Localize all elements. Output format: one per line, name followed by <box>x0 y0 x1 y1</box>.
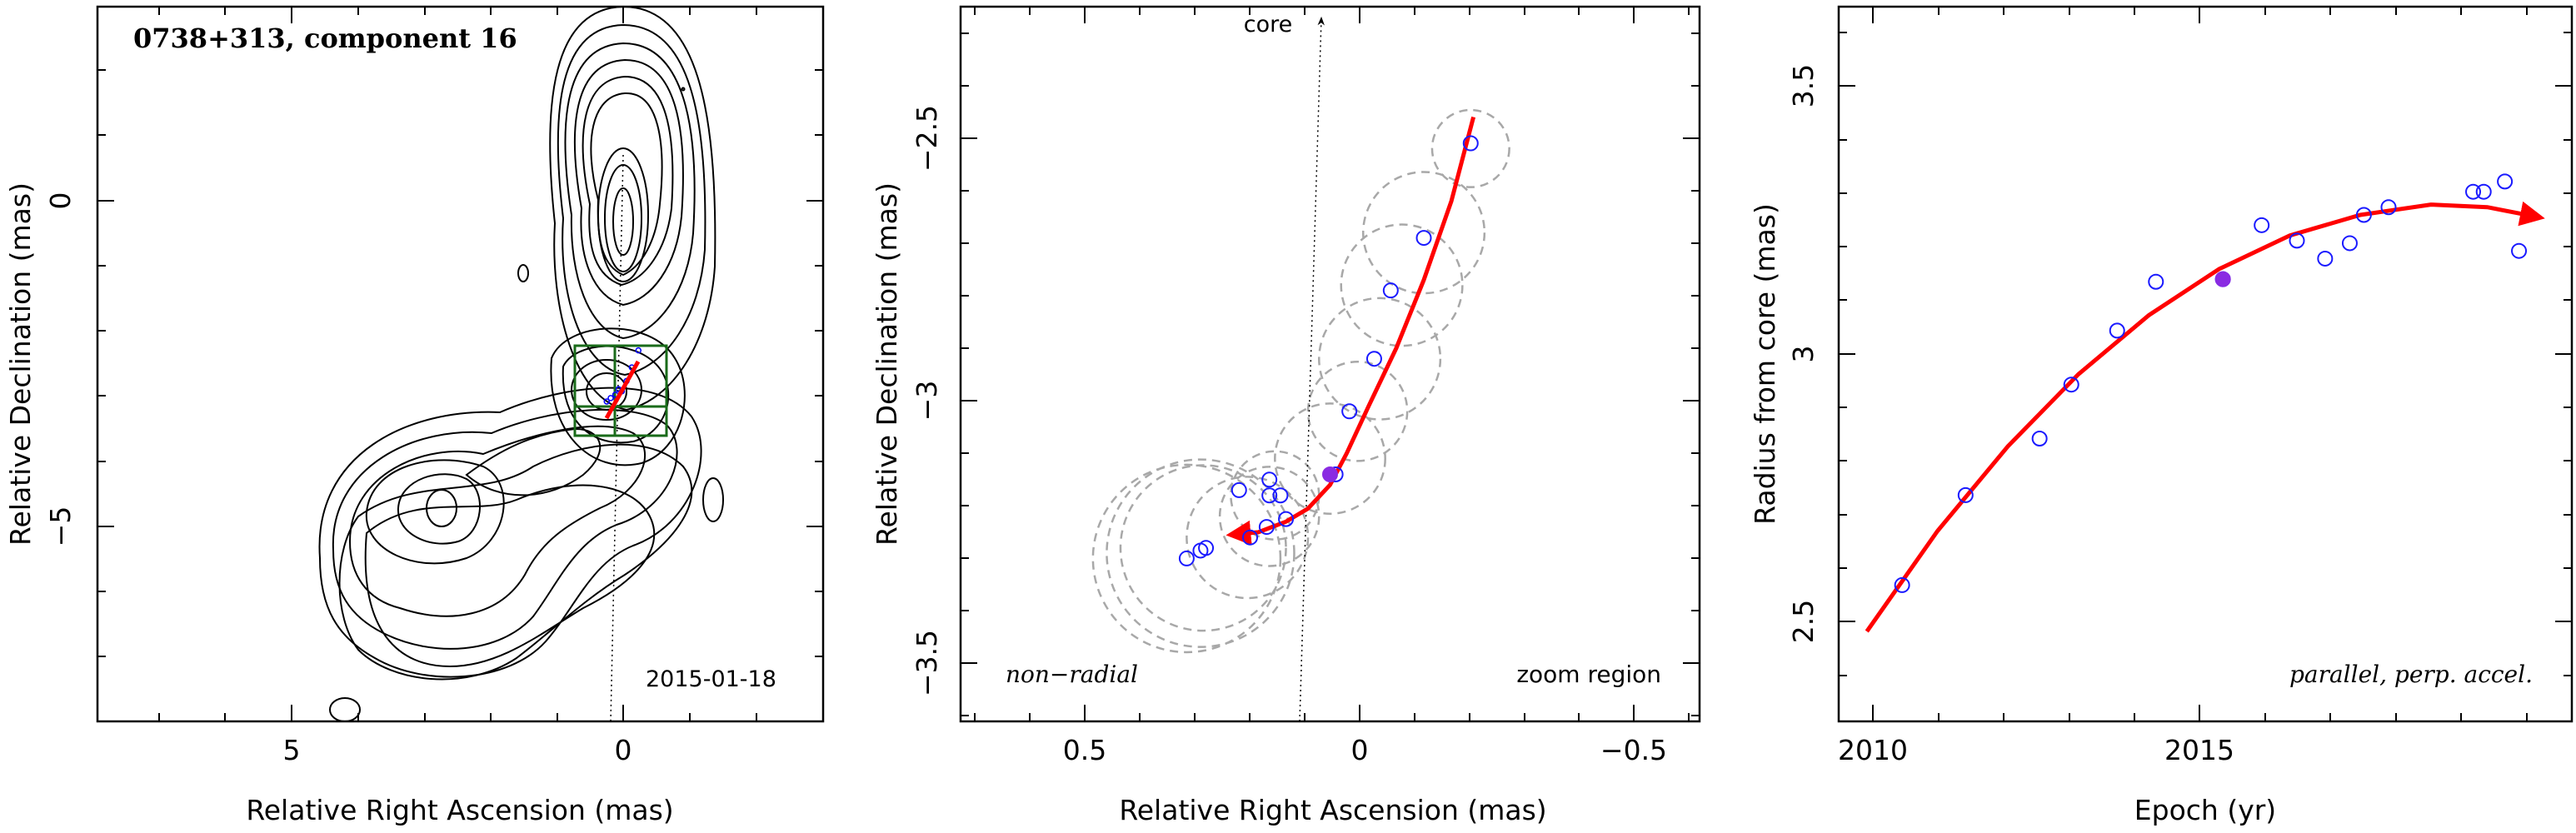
panel1-track-point <box>603 398 611 405</box>
panel2-data-point <box>1261 487 1278 504</box>
panel3-ylabel: Radius from core (mas) <box>1749 203 1781 525</box>
panel3-data-point <box>2289 232 2305 249</box>
panel1-track-points <box>603 347 642 405</box>
panel3-data-point <box>2148 273 2164 290</box>
panel3-ticks <box>1839 7 2572 721</box>
panel3-data-point <box>2511 242 2528 259</box>
panel2-ytick: −3 <box>911 381 943 421</box>
panel2-data-point <box>1462 135 1479 152</box>
panel2-data-point <box>1382 282 1399 299</box>
panel1-ylabel: Relative Declination (mas) <box>4 182 37 546</box>
panel2-ticks <box>961 7 1700 721</box>
panel2-note-left: non−radial <box>1006 661 1138 688</box>
panel2-data-point <box>1242 529 1259 546</box>
panel1-ytick: −5 <box>44 506 77 547</box>
panel1-track-point <box>635 347 642 354</box>
panel1-track-arrow <box>604 360 641 420</box>
panel2-data-point <box>1341 403 1358 420</box>
panel3-data-point <box>2109 322 2125 339</box>
panel1-xlabel: Relative Right Ascension (mas) <box>246 794 673 826</box>
panel2-core-line <box>1299 16 1325 722</box>
panel3-data-point <box>2497 173 2514 190</box>
panel3-data-point <box>2254 217 2270 233</box>
panel2-ytick: −3.5 <box>911 630 943 696</box>
panel2-uncertainty-circle <box>1340 223 1464 347</box>
panel2-uncertainty-circle <box>1361 171 1486 295</box>
panel2-data-point <box>1198 540 1215 556</box>
panel2-data-point <box>1178 550 1195 566</box>
panel2-uncertainty-circles <box>1091 108 1510 654</box>
panel2-xlabel: Relative Right Ascension (mas) <box>1119 794 1546 826</box>
panel3-data-point <box>2063 377 2079 393</box>
panel3-xlabel: Epoch (yr) <box>2134 794 2276 826</box>
panel2-data-point <box>1415 230 1432 247</box>
panel1-zoom-boxes <box>573 344 668 437</box>
radius-epoch-panel: 2010 2015 2.5 3 3.5 parallel, perp. acce… <box>1749 5 2574 826</box>
panel2-xtick: 0.5 <box>1063 734 1106 766</box>
panel3-ytick: 3.5 <box>1787 64 1820 107</box>
panel2-data-point <box>1231 481 1247 498</box>
panel1-xtick: 0 <box>615 734 632 766</box>
panel3-data-point <box>2341 235 2358 252</box>
panel2-data-point <box>1365 351 1382 367</box>
panel2-uncertainty-circle <box>1218 466 1320 567</box>
panel2-highlight-point <box>1322 466 1338 482</box>
panel3-data-point <box>2317 250 2334 267</box>
panel2-xtick: −0.5 <box>1600 734 1667 766</box>
panel1-core-line <box>610 154 624 722</box>
panel3-ytick: 2.5 <box>1787 600 1820 643</box>
panel3-data-point <box>2355 207 2372 223</box>
panel3-frame <box>1837 5 2574 723</box>
panel2-uncertainty-circle <box>1318 297 1442 421</box>
panel1-date-label: 2015-01-18 <box>646 666 776 692</box>
panel2-uncertainty-circle <box>1091 463 1282 654</box>
panel1-contours <box>318 7 724 721</box>
panel3-ytick: 3 <box>1787 346 1820 363</box>
panel1-title: 0738+313, component 16 <box>133 22 517 54</box>
panel2-note-right: zoom region <box>1516 661 1661 688</box>
panel3-highlight-point <box>2214 271 2231 287</box>
panel3-data-point <box>1894 576 1910 593</box>
panel2-uncertainty-circle <box>1119 464 1287 632</box>
panel1-ticks <box>97 7 823 721</box>
panel2-fit-curve <box>1226 116 1476 546</box>
panel2-data-point <box>1261 471 1278 488</box>
panel3-data-point <box>1957 486 1974 503</box>
panel2-frame <box>959 5 1701 723</box>
panel1-track-point <box>607 395 614 402</box>
panel2-ytick: −2.5 <box>911 105 943 172</box>
panel3-xtick: 2015 <box>2164 734 2234 766</box>
panel1-xtick: 5 <box>283 734 301 766</box>
panel2-data-point <box>1258 519 1275 536</box>
panel2-uncertainty-circle <box>1106 458 1295 648</box>
zoom-panel: core 0.5 0 −0.5 −2. <box>871 5 1701 826</box>
panel3-points <box>1894 173 2528 593</box>
panel3-xtick: 2010 <box>1838 734 1908 766</box>
panel2-core-label: core <box>1244 12 1292 37</box>
panel2-uncertainty-circle <box>1306 360 1409 462</box>
panel2-uncertainty-circle <box>1430 108 1510 188</box>
panel2-uncertainty-circle <box>1274 402 1386 516</box>
panel1-frame <box>96 5 825 723</box>
panel3-data-point <box>2031 431 2048 447</box>
panel3-data-point <box>2475 183 2492 200</box>
panel3-note: parallel, perp. accel. <box>2289 661 2533 688</box>
panel2-data-point <box>1272 487 1289 504</box>
panel3-data-point <box>2465 183 2482 200</box>
panel2-data-point <box>1278 511 1295 527</box>
panel1-ytick: 0 <box>44 192 77 210</box>
panel3-data-point <box>2380 199 2397 216</box>
panel2-ylabel: Relative Declination (mas) <box>871 182 903 546</box>
panel2-uncertainty-circle <box>1186 476 1310 600</box>
contour-panel: 5 0 0 −5 0738+313, component 16 2015-01-… <box>4 5 825 826</box>
panel2-xtick: 0 <box>1351 734 1369 766</box>
panel2-points <box>1178 135 1479 566</box>
panel3-fit-curve <box>1865 201 2545 633</box>
